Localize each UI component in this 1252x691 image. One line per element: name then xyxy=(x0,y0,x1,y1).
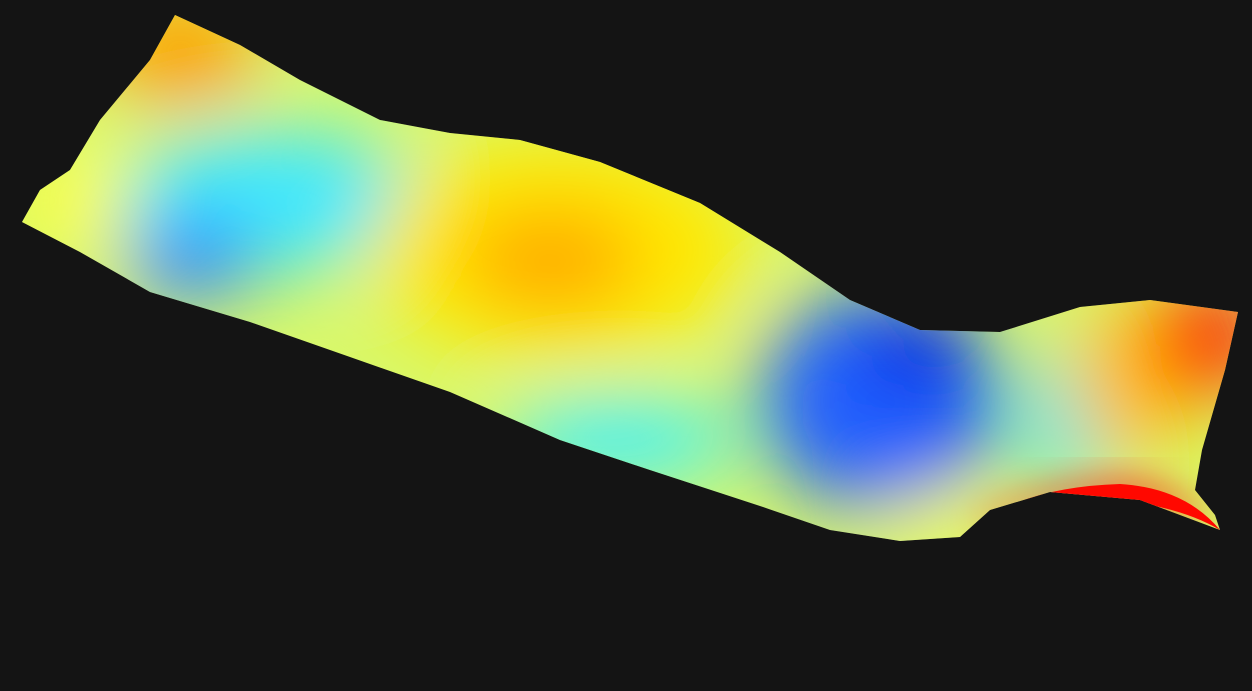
page xyxy=(0,0,1252,691)
viewport xyxy=(0,0,1252,691)
region-orange xyxy=(460,210,640,310)
